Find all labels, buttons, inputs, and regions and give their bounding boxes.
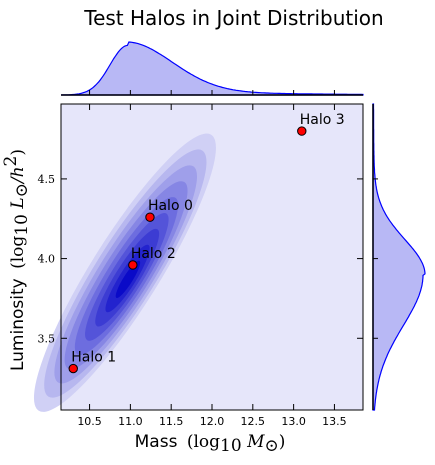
halo-point-marker — [145, 212, 155, 222]
y-axis-label-sun: ⊙ — [12, 183, 32, 197]
y-tick-label: 4.5 — [38, 173, 56, 186]
y-axis-label-sup: 2 — [1, 156, 21, 167]
x-axis-label-sun: ⊙ — [264, 436, 278, 456]
kde-contours — [33, 133, 216, 412]
y-axis-label-math: (log — [8, 236, 28, 269]
y-axis-label-l: L — [8, 197, 28, 214]
y-axis-label-h: /h — [8, 166, 28, 185]
halo-point-label: Halo 3 — [300, 112, 345, 128]
x-tick-label: 10.5 — [77, 415, 102, 428]
y-marginal-distribution — [372, 103, 426, 411]
y-marginal-curve — [372, 103, 426, 411]
x-axis-label: Mass (log10 M⊙) — [135, 432, 286, 456]
x-tick-label: 12.0 — [200, 415, 225, 428]
x-tick-label: 11.0 — [118, 415, 143, 428]
x-axis-ticks: 10.5 11.0 11.5 12.0 12.5 13.0 13.5 — [77, 104, 347, 428]
halo-point-marker — [68, 363, 78, 374]
main-plot-area: Halo 0 Halo 1 Halo 2 Halo 3 10.5 11.0 11.5 12.… — [33, 103, 364, 428]
kde-contour-level — [115, 260, 141, 299]
x-tick-label: 12.5 — [241, 415, 266, 428]
x-axis-label-text: Mass — [135, 432, 178, 452]
halo-point-marker — [128, 260, 138, 270]
x-axis-label-sub: 10 — [220, 436, 242, 456]
y-axis-label-text: Luminosity — [8, 278, 28, 371]
x-tick-label: 11.5 — [159, 415, 184, 428]
x-axis-label-m: M — [242, 432, 265, 452]
x-marginal-distribution — [60, 41, 364, 96]
y-axis-ticks: 3.5 4.0 4.5 — [38, 173, 363, 345]
halo-point-label: Halo 0 — [148, 198, 193, 214]
x-tick-label: 13.5 — [322, 415, 347, 428]
y-axis-label-close: ) — [8, 149, 28, 156]
chart-title: Test Halos in Joint Distribution — [83, 6, 383, 30]
x-marginal-curve — [60, 41, 364, 96]
x-tick-label: 13.0 — [281, 415, 306, 428]
halo-point-marker — [297, 126, 307, 136]
halo-point-label: Halo 2 — [131, 246, 176, 262]
halo-point-label: Halo 1 — [71, 350, 116, 366]
x-axis-label-close: ) — [279, 432, 286, 452]
y-tick-label: 3.5 — [38, 332, 56, 345]
y-axis-label: Luminosity (log10 L⊙/h2) — [1, 149, 32, 371]
halo-points: Halo 0 Halo 1 Halo 2 Halo 3 — [68, 112, 345, 374]
y-axis-label-sub: 10 — [12, 214, 32, 236]
y-tick-label: 4.0 — [38, 253, 56, 266]
x-axis-label-math: (log — [187, 432, 220, 452]
